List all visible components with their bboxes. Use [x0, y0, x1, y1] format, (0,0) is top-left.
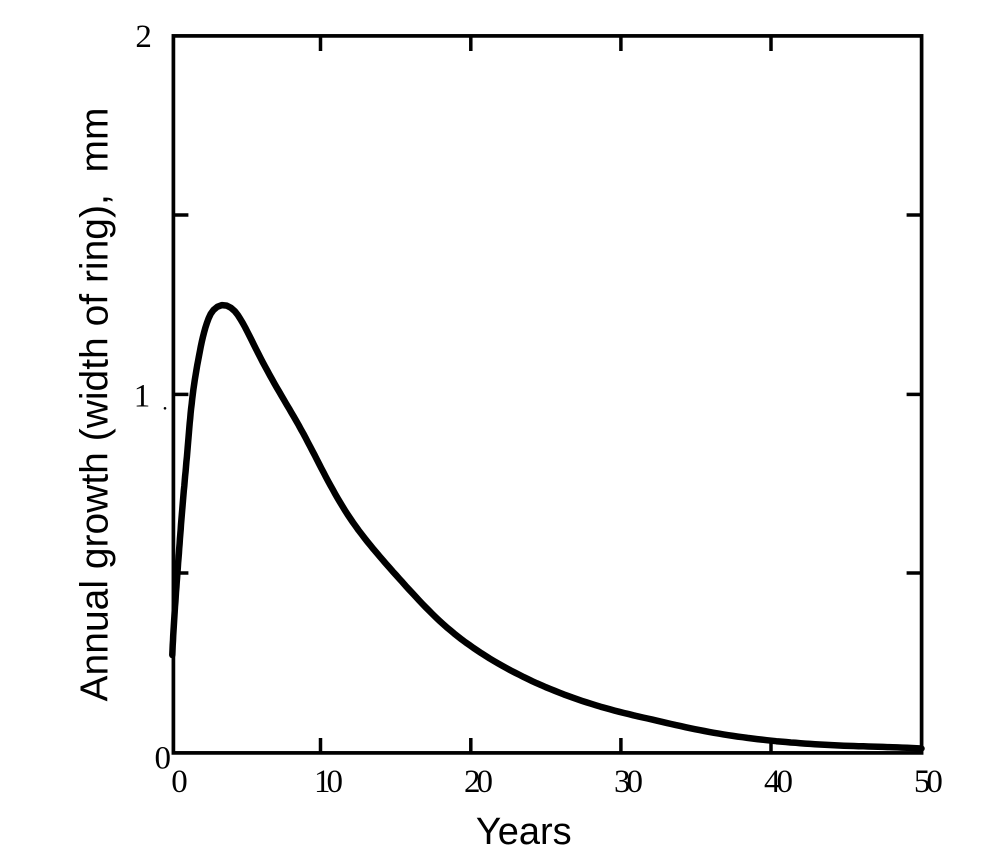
svg-text:1: 1	[134, 379, 151, 415]
svg-text:40: 40	[764, 764, 793, 800]
svg-text:20: 20	[464, 764, 493, 800]
svg-text:2: 2	[135, 19, 152, 55]
svg-text:Annual growth (width of ring),: Annual growth (width of ring), mm	[74, 108, 117, 702]
svg-text:30: 30	[614, 764, 643, 800]
svg-text:10: 10	[314, 764, 343, 800]
svg-text:0: 0	[154, 741, 171, 777]
svg-text:Years: Years	[476, 811, 572, 853]
svg-text:50: 50	[914, 764, 943, 800]
svg-text:0: 0	[171, 764, 188, 800]
